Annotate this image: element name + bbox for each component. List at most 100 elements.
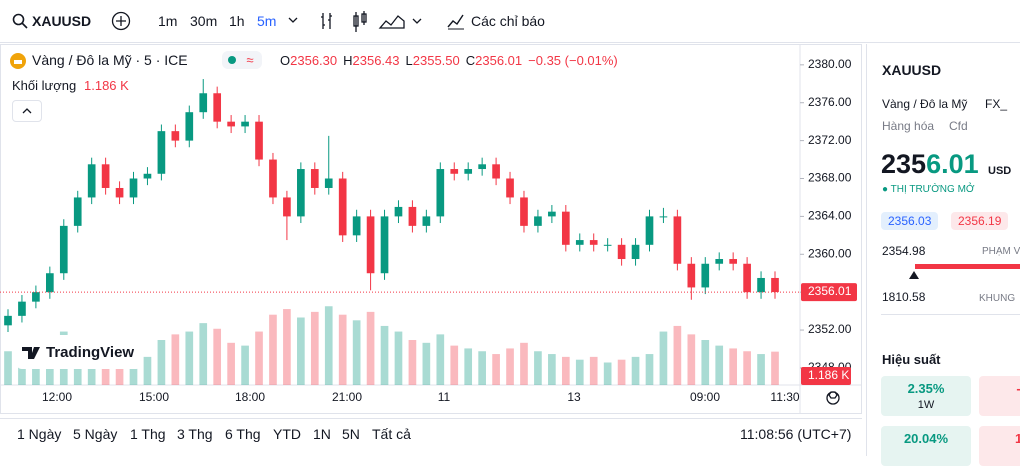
panel-exchange: FX_ xyxy=(985,97,1008,111)
volume-bar xyxy=(324,306,333,385)
interval[interactable]: 1m xyxy=(158,13,178,29)
range-button[interactable]: 3 Thg xyxy=(177,426,213,442)
candle-body xyxy=(4,315,12,326)
panel-price: 2356.01 xyxy=(881,149,979,180)
candle-body xyxy=(534,216,542,226)
search-icon[interactable] xyxy=(12,13,28,29)
y-tick-label: 2360.00 xyxy=(808,246,852,260)
candle-body xyxy=(575,240,584,245)
ohlc-value: 2355.50 xyxy=(412,53,460,68)
ohlc-value: 2356.43 xyxy=(352,53,400,68)
candle-body xyxy=(771,277,779,293)
volume-bar xyxy=(422,342,431,385)
range-button[interactable]: 1N xyxy=(313,426,331,442)
candle-body xyxy=(87,164,96,198)
candle-body xyxy=(324,178,333,188)
interval[interactable]: 1h xyxy=(229,13,245,29)
volume-bar xyxy=(241,345,249,385)
last-price-label: 2356.01 xyxy=(808,284,852,298)
volume-bar xyxy=(729,348,737,385)
x-tick-label: 09:00 xyxy=(690,390,720,404)
indicators-icon[interactable] xyxy=(446,11,466,31)
volume-bar xyxy=(366,311,375,385)
volume-bar xyxy=(548,354,556,385)
panel-name: Vàng / Đô la Mỹ xyxy=(882,97,968,111)
candle-body xyxy=(645,216,654,245)
collapse-button[interactable] xyxy=(12,100,42,122)
range-button[interactable]: Tất cả xyxy=(372,426,411,442)
interval-active[interactable]: 5m xyxy=(257,13,277,29)
panel-category: Hàng hóa xyxy=(882,119,935,133)
volume-bar xyxy=(492,354,500,385)
volume-bar xyxy=(408,340,417,385)
y-tick-label: 2376.00 xyxy=(808,95,852,109)
candle-body xyxy=(659,216,668,218)
candle-body xyxy=(199,93,208,113)
range-button[interactable]: 1 Thg xyxy=(130,426,166,442)
candle-body xyxy=(366,216,375,274)
volume-bar xyxy=(143,356,152,385)
candle-body xyxy=(478,164,486,170)
candle-body xyxy=(213,93,222,122)
candle-body xyxy=(520,197,528,226)
volume-bar xyxy=(701,340,710,385)
range-button[interactable]: 1 Ngày xyxy=(17,426,62,442)
candle-body xyxy=(143,173,152,179)
logo xyxy=(10,53,26,69)
volume-bar xyxy=(575,359,584,385)
indicators[interactable]: Các chỉ báo xyxy=(471,13,545,29)
change: −0.35 (−0.01%) xyxy=(528,53,618,68)
last-price-box xyxy=(801,283,857,302)
candle-body xyxy=(59,225,68,274)
range-button[interactable]: 5N xyxy=(342,426,360,442)
perf-value: 14. xyxy=(1014,431,1020,446)
chart-frame xyxy=(0,44,862,414)
settings-icon[interactable] xyxy=(826,391,840,405)
perf-card[interactable]: 2.35% 1W xyxy=(881,376,971,416)
range-button[interactable]: 6 Thg xyxy=(225,426,261,442)
volume-title: Khối lượng xyxy=(12,78,77,93)
svg-text:≈: ≈ xyxy=(246,52,253,67)
candle-body xyxy=(338,178,347,236)
y-tick-label: 2380.00 xyxy=(808,57,852,71)
currency: USD xyxy=(988,165,1012,177)
perf-card[interactable]: -0. xyxy=(979,376,1020,416)
volume-bar xyxy=(520,342,528,385)
candle-body xyxy=(380,216,389,274)
volume-bar xyxy=(283,309,291,385)
volume-bar xyxy=(715,345,724,385)
market-status: ● THỊ TRƯỜNG MỞ xyxy=(882,184,975,195)
candle-body xyxy=(352,216,361,236)
perf-value: -0. xyxy=(979,381,1020,396)
volume-bar xyxy=(464,348,473,385)
volume-bar xyxy=(687,334,696,385)
watermark: TradingView xyxy=(16,335,142,369)
candle-body xyxy=(157,131,166,174)
divider xyxy=(881,314,1020,315)
add-symbol[interactable] xyxy=(111,11,131,31)
volume-bar xyxy=(157,340,166,385)
candle-body xyxy=(422,216,431,226)
range-button[interactable]: YTD xyxy=(273,426,301,442)
perf-card[interactable]: 20.04% xyxy=(881,426,971,466)
market-status-text: THỊ TRƯỜNG MỞ xyxy=(890,184,975,195)
candle-body xyxy=(589,240,598,245)
page: XAUUSD 1m 30m 1h 5m Các chỉ báo 2348.002… xyxy=(0,10,1020,466)
chart-tools[interactable] xyxy=(318,10,428,32)
volume-bar xyxy=(757,354,765,385)
range-label: PHẠM V xyxy=(982,246,1020,257)
status-badge[interactable]: ≈ xyxy=(222,51,262,69)
interval[interactable]: 30m xyxy=(190,13,218,29)
perf-title: Hiệu suất xyxy=(882,352,941,367)
candle-body xyxy=(757,277,765,293)
candle-body xyxy=(631,244,640,260)
volume-axis-label: 1.186 K xyxy=(808,368,849,382)
volume-bar xyxy=(269,314,277,385)
perf-card[interactable]: 14. xyxy=(979,426,1020,466)
volume-bar xyxy=(4,351,12,385)
volume-bar xyxy=(617,359,626,385)
chevron[interactable] xyxy=(288,16,298,24)
x-tick-label: 11 xyxy=(438,390,451,404)
symbol[interactable]: XAUUSD xyxy=(32,13,92,29)
range-button[interactable]: 5 Ngày xyxy=(73,426,118,442)
